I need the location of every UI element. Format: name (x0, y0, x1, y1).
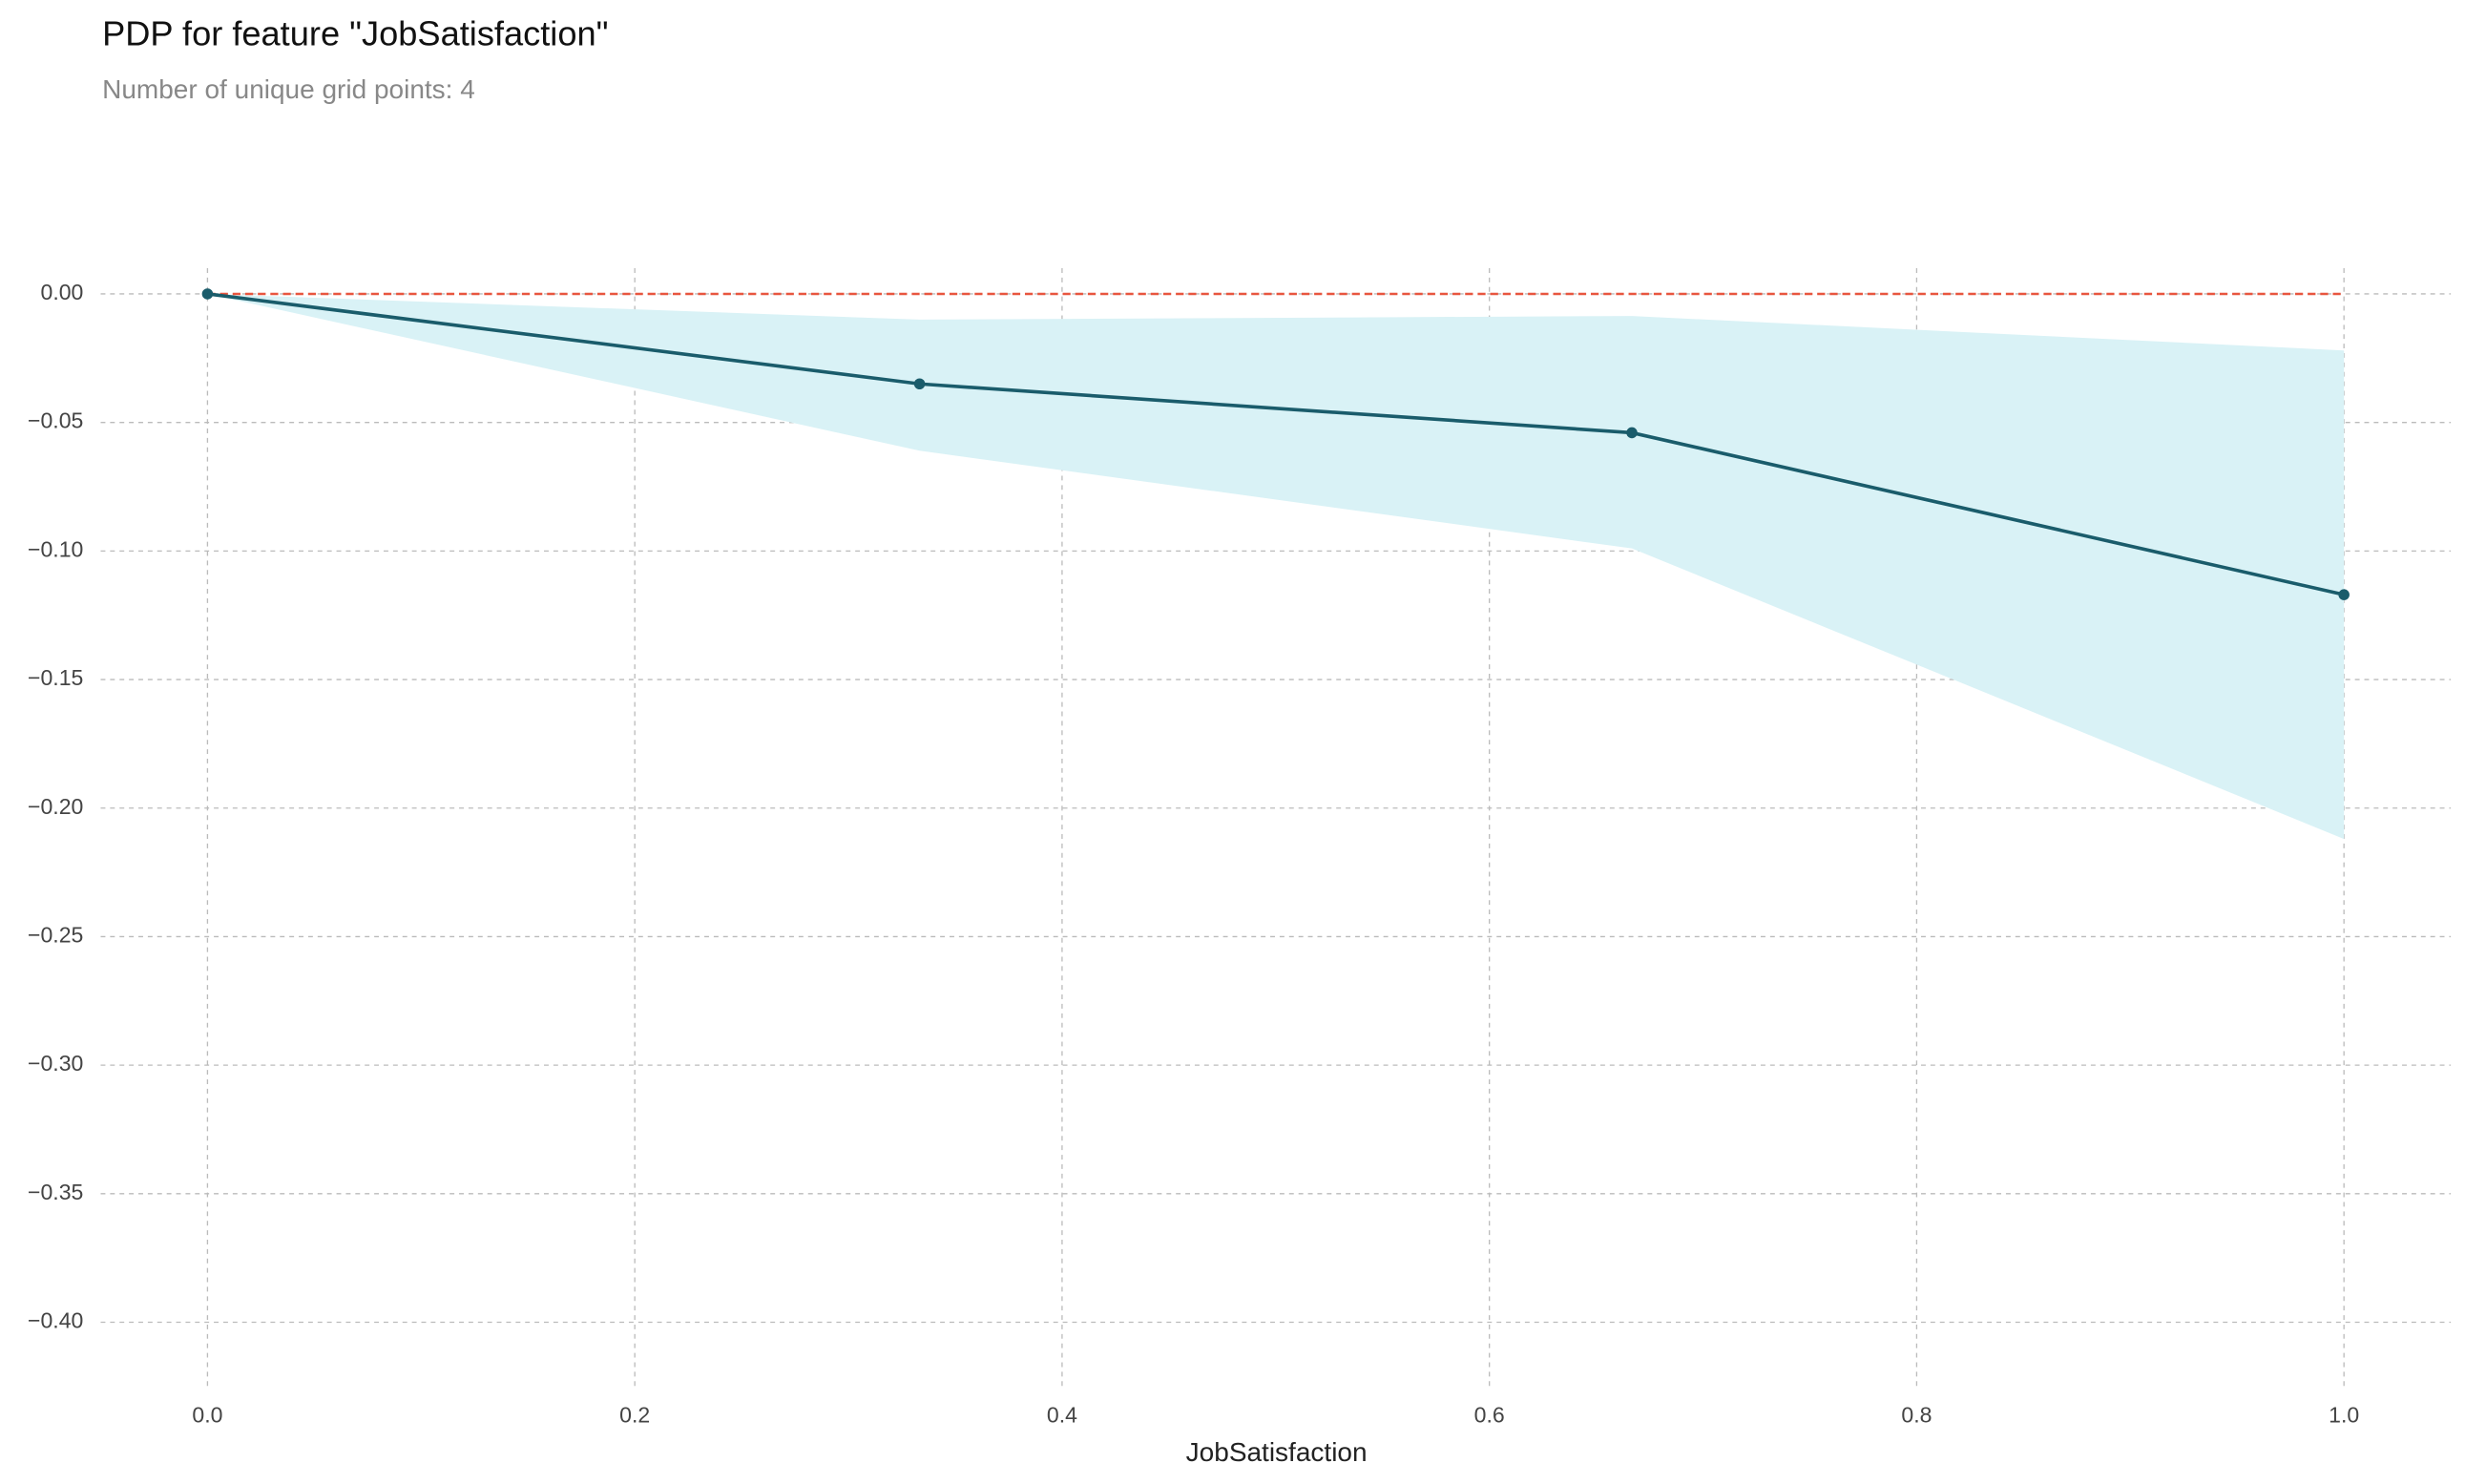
chart-title: PDP for feature "JobSatisfaction" (102, 13, 608, 52)
y-tick-label: −0.40 (28, 1308, 83, 1333)
pdp-point (201, 288, 214, 300)
y-tick-label: −0.20 (28, 794, 83, 819)
x-tick-label: 0.6 (1474, 1402, 1505, 1427)
y-tick-label: −0.30 (28, 1051, 83, 1076)
pdp-line (207, 292, 2345, 596)
x-axis-label: JobSatisfaction (1186, 1437, 1368, 1467)
chart-subtitle: Number of unique grid points: 4 (102, 74, 475, 104)
y-tick-label: −0.25 (28, 923, 83, 948)
y-tick-label: −0.35 (28, 1180, 83, 1204)
x-tick-label: 0.2 (619, 1402, 650, 1427)
confidence-band (207, 293, 2345, 840)
y-tick-label: −0.15 (28, 665, 83, 690)
pdp-point (1626, 427, 1638, 439)
pdp-point (2338, 589, 2350, 600)
y-tick-label: −0.10 (28, 536, 83, 561)
x-tick-label: 0.4 (1047, 1402, 1077, 1427)
x-tick-label: 1.0 (2329, 1402, 2359, 1427)
x-tick-label: 0.0 (192, 1402, 222, 1427)
y-tick-label: 0.00 (41, 280, 84, 304)
y-tick-label: −0.05 (28, 408, 83, 433)
pdp-point (913, 378, 926, 390)
x-tick-label: 0.8 (1901, 1402, 1932, 1427)
